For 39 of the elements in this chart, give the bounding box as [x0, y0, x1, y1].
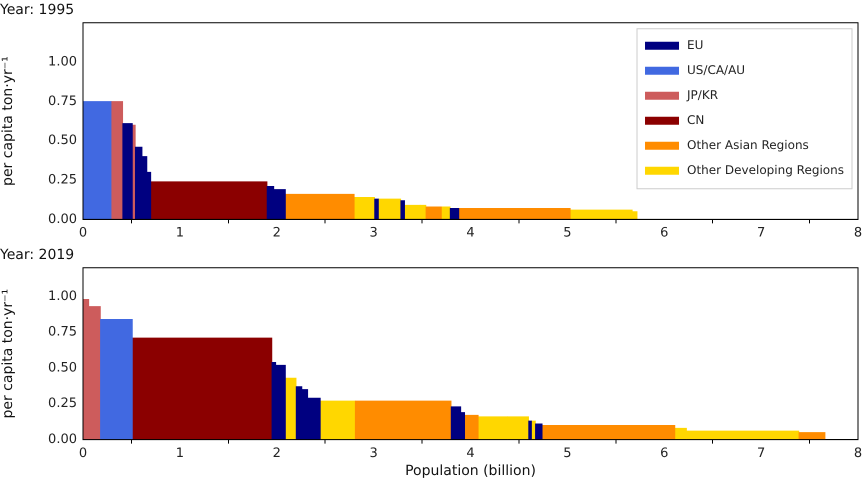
legend-label: JP/KR [686, 88, 718, 102]
y-tick-label: 0.75 [48, 324, 77, 340]
y-tick-label: 0.25 [48, 172, 77, 188]
x-tick-label: 5 [563, 446, 572, 461]
chart-title: Year: 1995 [0, 2, 74, 18]
legend-label: US/CA/AU [687, 62, 746, 77]
x-tick-label: 3 [369, 446, 378, 461]
y-tick-label: 1.00 [48, 54, 77, 70]
y-tick-label: 0.50 [48, 360, 77, 376]
x-tick-label: 3 [369, 226, 378, 241]
x-tick-label: 2 [272, 446, 281, 461]
x-tick-label: 6 [660, 226, 668, 241]
x-tick-label: 4 [466, 226, 475, 241]
legend-label: CN [687, 112, 704, 127]
chart-title: Year: 2019 [0, 247, 74, 264]
x-tick-label: 6 [660, 446, 668, 461]
x-tick-label: 0 [78, 446, 88, 461]
legend-label: Other Asian Regions [687, 138, 809, 152]
x-axis-title: Population (billion) [405, 463, 536, 480]
y-axis-title: per capita ton·yr⁻¹ [0, 288, 16, 419]
x-tick-label: 1 [176, 226, 184, 241]
y-tick-label: 0.00 [48, 432, 77, 447]
x-tick-label: 8 [854, 226, 862, 241]
x-tick-label: 7 [756, 446, 766, 461]
legend-label: Other Developing Regions [687, 162, 844, 177]
y-tick-label: 1.00 [48, 288, 77, 304]
y-tick-label: 0.50 [48, 133, 77, 148]
y-axis-title: per capita ton·yr⁻¹ [0, 56, 16, 186]
x-tick-label: 1 [176, 446, 184, 461]
legend-label: EU [687, 38, 704, 52]
x-tick-label: 7 [756, 226, 766, 241]
y-tick-label: 0.25 [48, 396, 77, 412]
x-tick-label: 4 [466, 446, 475, 461]
x-tick-label: 0 [78, 226, 88, 241]
x-tick-label: 2 [272, 226, 281, 241]
x-tick-label: 8 [854, 446, 862, 461]
y-tick-label: 0.00 [48, 212, 77, 227]
x-tick-label: 5 [563, 226, 572, 241]
y-tick-label: 0.75 [48, 94, 77, 109]
